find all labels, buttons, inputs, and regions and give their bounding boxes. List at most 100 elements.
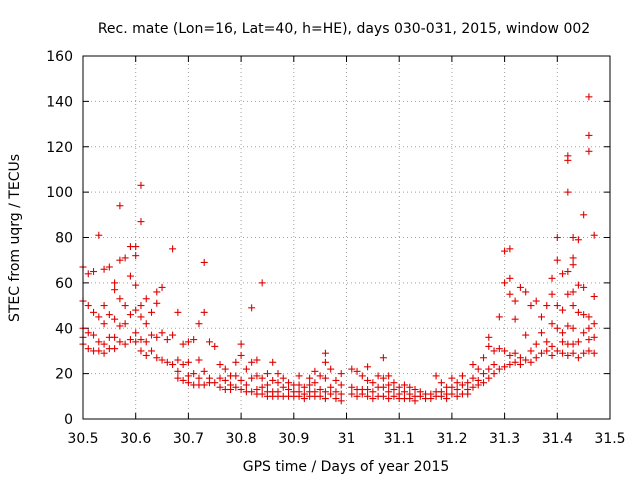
data-point	[100, 320, 108, 328]
data-point	[248, 374, 256, 382]
data-point	[195, 356, 203, 364]
data-point	[564, 188, 572, 196]
data-point	[506, 245, 514, 253]
data-point	[269, 358, 277, 366]
data-point	[437, 379, 445, 387]
data-point	[158, 329, 166, 337]
data-point	[590, 231, 598, 239]
data-point	[237, 376, 245, 384]
data-point	[153, 299, 161, 307]
data-point	[111, 279, 119, 287]
data-point	[474, 365, 482, 373]
data-point	[221, 376, 229, 384]
data-point	[400, 381, 408, 389]
data-point	[358, 390, 366, 398]
data-point	[263, 381, 271, 389]
data-point	[169, 245, 177, 253]
data-point	[332, 376, 340, 384]
data-point	[537, 313, 545, 321]
data-point	[184, 372, 192, 380]
data-point	[369, 379, 377, 387]
data-point	[580, 211, 588, 219]
data-point	[553, 324, 561, 332]
data-point	[364, 376, 372, 384]
data-point	[585, 147, 593, 155]
data-point	[485, 374, 493, 382]
data-point	[184, 338, 192, 346]
data-point	[416, 392, 424, 400]
data-point	[306, 374, 314, 382]
data-point	[574, 308, 582, 316]
data-point	[316, 372, 324, 380]
data-point	[574, 354, 582, 362]
data-point	[137, 181, 145, 189]
data-point	[501, 247, 509, 255]
data-point	[121, 320, 129, 328]
data-point	[580, 349, 588, 357]
data-point	[448, 383, 456, 391]
data-point	[548, 320, 556, 328]
data-point	[232, 383, 240, 391]
data-point	[469, 361, 477, 369]
data-point	[379, 374, 387, 382]
data-point	[532, 340, 540, 348]
data-point	[511, 349, 519, 357]
data-point	[337, 370, 345, 378]
data-point	[205, 338, 213, 346]
data-point	[559, 329, 567, 337]
data-point	[237, 340, 245, 348]
data-point	[321, 395, 329, 403]
data-point	[495, 345, 503, 353]
data-point	[253, 356, 261, 364]
grid	[83, 56, 610, 419]
data-point	[311, 379, 319, 387]
x-tick-label: 30.7	[173, 431, 204, 447]
data-point	[84, 270, 92, 278]
data-point	[364, 363, 372, 371]
data-point	[543, 347, 551, 355]
data-point	[148, 308, 156, 316]
data-point	[211, 379, 219, 387]
data-point	[490, 347, 498, 355]
data-point	[84, 345, 92, 353]
data-point	[100, 340, 108, 348]
data-point	[580, 283, 588, 291]
data-point	[137, 302, 145, 310]
data-point	[448, 374, 456, 382]
data-point	[90, 268, 98, 276]
data-point	[158, 356, 166, 364]
data-point	[95, 347, 103, 355]
data-point	[95, 231, 103, 239]
data-point	[569, 234, 577, 241]
data-point	[574, 338, 582, 346]
data-point	[279, 374, 287, 382]
data-point	[184, 379, 192, 387]
data-point	[121, 254, 129, 262]
data-point	[443, 395, 451, 403]
data-point	[169, 331, 177, 339]
data-point	[564, 322, 572, 330]
data-point	[216, 383, 224, 391]
data-point	[385, 381, 393, 389]
data-point	[395, 383, 403, 391]
data-point	[543, 302, 551, 310]
data-point	[453, 392, 461, 400]
data-point	[564, 290, 572, 298]
data-point	[258, 374, 266, 382]
data-point	[485, 333, 493, 341]
data-point	[559, 306, 567, 314]
data-points	[79, 93, 598, 405]
data-point	[474, 381, 482, 389]
data-point	[348, 390, 356, 398]
data-point	[385, 372, 393, 380]
data-point	[321, 358, 329, 366]
data-point	[105, 311, 113, 319]
data-point	[258, 390, 266, 398]
data-point	[179, 376, 187, 384]
data-point	[216, 374, 224, 382]
data-point	[126, 272, 134, 280]
data-point	[590, 349, 598, 357]
data-point	[453, 386, 461, 394]
data-point	[90, 331, 98, 339]
